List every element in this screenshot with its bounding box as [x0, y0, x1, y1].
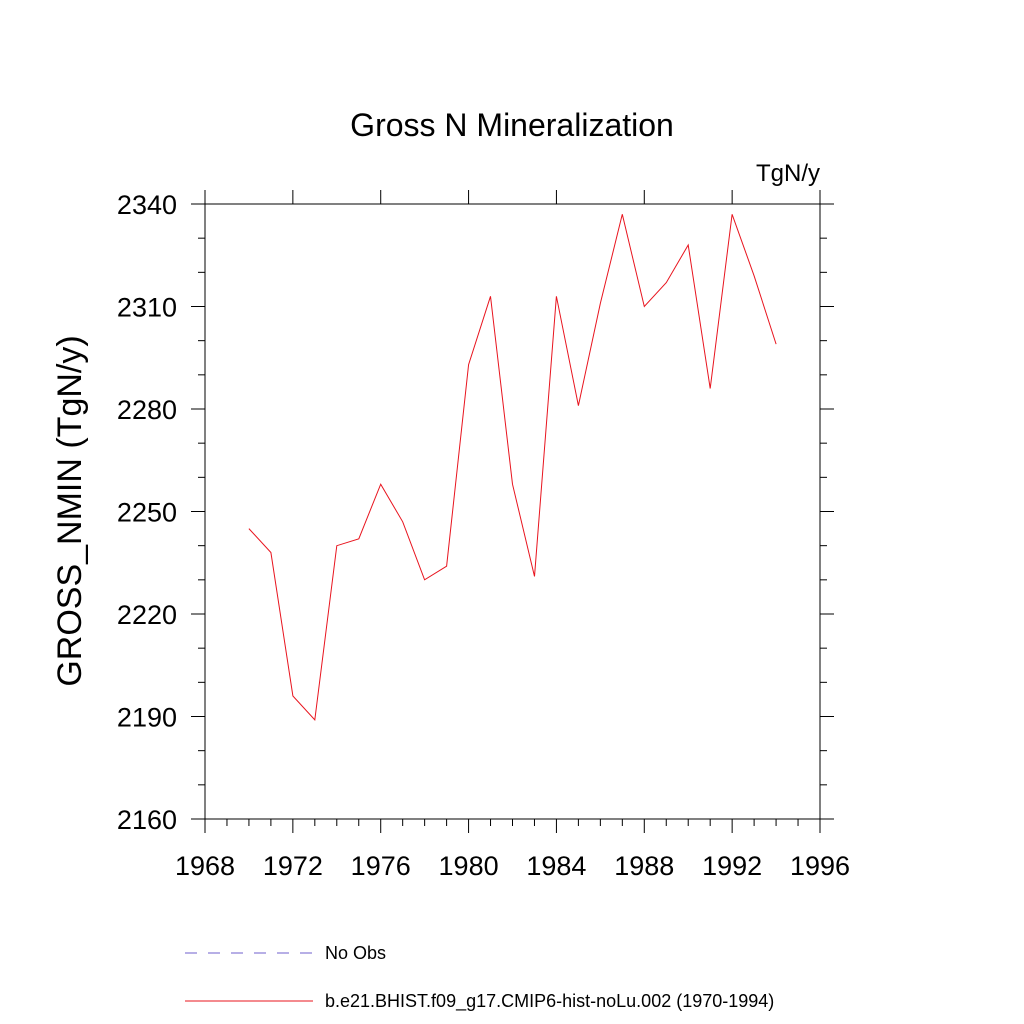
x-tick-label: 1980 [439, 851, 499, 881]
minor-ticks [198, 237, 827, 826]
x-tick-label: 1984 [526, 851, 586, 881]
y-tick-label: 2310 [117, 293, 177, 323]
y-tick-label: 2220 [117, 600, 177, 630]
x-tick-label: 1988 [614, 851, 674, 881]
series-line-1 [248, 214, 777, 722]
x-tick-label: 1996 [790, 851, 850, 881]
plot-frame [204, 203, 821, 820]
major-ticks [191, 190, 834, 833]
legend: No Obs b.e21.BHIST.f09_g17.CMIP6-hist-no… [185, 943, 774, 1012]
x-tick-label: 1992 [702, 851, 762, 881]
legend-label-model: b.e21.BHIST.f09_g17.CMIP6-hist-noLu.002 … [325, 991, 774, 1012]
legend-label-no-obs: No Obs [325, 943, 386, 963]
units-label: TgN/y [756, 160, 820, 187]
chart-title: Gross N Mineralization [350, 107, 674, 143]
x-tick-labels: 1968 1972 1976 1980 1984 1988 1992 1996 [175, 851, 850, 881]
x-tick-label: 1968 [175, 851, 235, 881]
y-tick-label: 2190 [117, 703, 177, 733]
y-axis-label: GROSS_NMIN (TgN/y) [51, 335, 89, 686]
y-tick-label: 2250 [117, 498, 177, 528]
y-tick-label: 2160 [117, 805, 177, 835]
series-layer [248, 214, 777, 722]
x-tick-label: 1972 [263, 851, 323, 881]
x-tick-label: 1976 [351, 851, 411, 881]
y-tick-label: 2340 [117, 190, 177, 220]
y-tick-labels: 2160 2190 2220 2250 2280 2310 2340 [117, 190, 177, 835]
y-tick-label: 2280 [117, 395, 177, 425]
